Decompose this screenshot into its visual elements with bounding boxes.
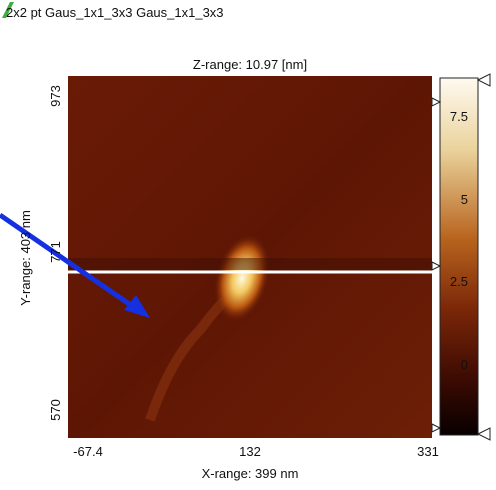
x-tick: 132 xyxy=(239,444,261,459)
y-tick: 570 xyxy=(48,399,63,421)
colorbar-tick: 7.5 xyxy=(450,109,468,124)
x-tick: 331 xyxy=(417,444,439,459)
y-tick: 973 xyxy=(48,85,63,107)
y-range: Y-range: 403 nm xyxy=(18,210,33,306)
arrow-head xyxy=(124,295,150,318)
green-mark xyxy=(2,2,14,18)
y-tick: 771 xyxy=(48,241,63,263)
colorbar-tick: 5 xyxy=(461,192,468,207)
z-range: Z-range: 10.97 [nm] xyxy=(193,57,307,72)
ridge xyxy=(145,296,229,422)
window-title: 2x2 pt Gaus_1x1_3x3 Gaus_1x1_3x3 xyxy=(6,5,224,20)
colorbar-tick: 2.5 xyxy=(450,274,468,289)
colorbar xyxy=(439,77,479,436)
colorbar-tick: 0 xyxy=(461,357,468,372)
x-tick: -67.4 xyxy=(73,444,103,459)
range-markers xyxy=(431,73,491,441)
arrow-shaft xyxy=(0,212,137,311)
x-range: X-range: 399 nm xyxy=(202,466,299,481)
dark-band xyxy=(68,258,432,270)
bright-feature xyxy=(214,234,270,322)
